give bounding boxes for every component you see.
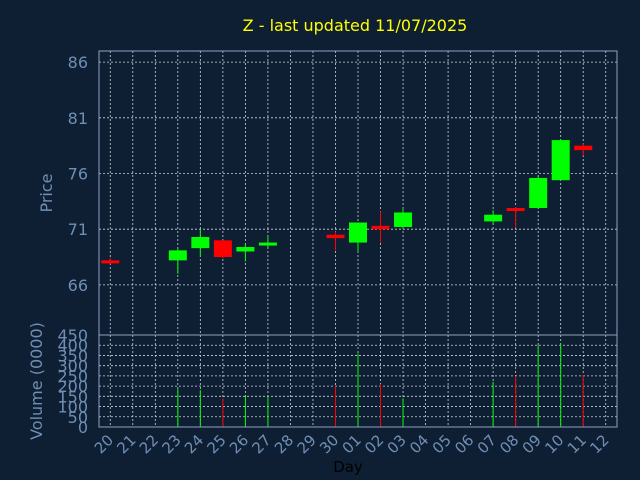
candle-body-10 [551,140,570,181]
candle-body-09 [529,177,548,209]
candle-body-24 [191,236,210,249]
volume-axis-label: Volume (0000) [27,322,46,440]
candle-body-07 [484,214,503,222]
price-tick-81: 81 [68,109,88,128]
candle-body-02 [371,225,390,230]
price-tick-labels: 66 71 76 81 86 [68,53,88,295]
candle-body-01 [349,222,367,243]
volume-tick-200: 200 [57,377,88,396]
price-tick-66: 66 [68,276,88,295]
chart-title: Z - last updated 11/07/2025 [243,16,468,35]
candle-body-08 [506,208,525,212]
volume-tick-400: 400 [57,336,88,355]
volume-tick-100: 100 [57,398,88,417]
candle-body-30 [326,234,345,239]
price-tick-76: 76 [68,165,88,184]
volume-tick-0: 0 [78,418,88,437]
candle-body-25 [213,240,232,258]
volume-tick-50: 50 [68,408,88,427]
x-tick-12: 12 [586,431,612,457]
candle-body-11 [574,145,593,151]
candle-body-03 [394,212,413,227]
price-tick-71: 71 [68,220,88,239]
volume-tick-350: 350 [57,346,88,365]
candle-body-27 [258,242,277,246]
volume-tick-250: 250 [57,367,88,386]
candle-body-23 [168,250,187,261]
x-axis-label: Day [333,458,363,476]
x-tick-labels: 2021222324252627282930010203040506070809… [91,431,613,457]
price-candles [101,138,593,274]
price-panel: 66 71 76 81 86 [68,50,618,336]
volume-frame [98,334,618,428]
price-tick-86: 86 [68,53,88,72]
candle-body-20 [101,260,120,264]
volume-tick-300: 300 [57,357,88,376]
candle-body-26 [236,247,255,252]
volume-tick-150: 150 [57,387,88,406]
volume-bars [177,343,584,427]
volume-tick-450: 450 [57,326,88,345]
price-axis-label: Price [37,173,56,212]
